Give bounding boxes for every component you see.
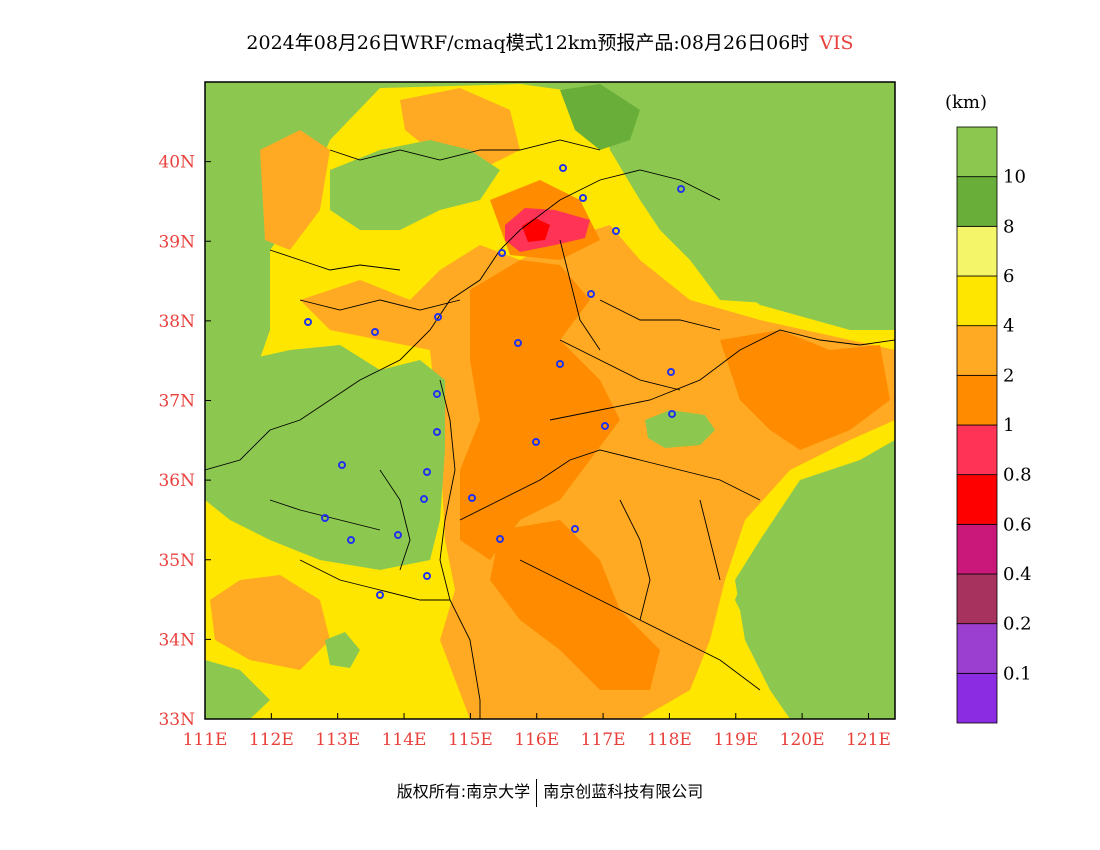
y-tick-label: 38N bbox=[158, 312, 195, 332]
x-tick-label: 118E bbox=[647, 730, 692, 750]
x-tick-label: 116E bbox=[514, 730, 559, 750]
vis-zone-light-orange-north bbox=[260, 130, 330, 250]
x-tick-label: 119E bbox=[713, 730, 758, 750]
legend-swatch bbox=[956, 523, 998, 575]
x-tick-label: 117E bbox=[581, 730, 626, 750]
vis-zone-dark-green-north bbox=[560, 84, 640, 150]
y-tick-label: 35N bbox=[158, 551, 195, 571]
x-tick-label: 114E bbox=[382, 730, 427, 750]
y-tick-label: 37N bbox=[158, 392, 195, 412]
vis-zone-green-yellowsea bbox=[735, 440, 895, 719]
chart-title: 2024年08月26日WRF/cmaq模式12km预报产品:08月26日06时 V… bbox=[0, 28, 1100, 55]
legend-label: 0.4 bbox=[1003, 564, 1032, 585]
legend-unit: (km) bbox=[945, 92, 987, 113]
legend-label: 0.2 bbox=[1003, 614, 1032, 635]
legend-swatch bbox=[956, 275, 998, 327]
legend-swatch bbox=[956, 424, 998, 476]
legend-swatch bbox=[956, 623, 998, 674]
admin-boundaries bbox=[205, 139, 895, 719]
footer: 版权所有:南京大学 南京创蓝科技有限公司 bbox=[0, 778, 1100, 807]
title-variable: VIS bbox=[819, 32, 854, 54]
vis-zone-green-small bbox=[325, 632, 360, 668]
title-main: 2024年08月26日WRF/cmaq模式12km预报产品:08月26日06时 bbox=[246, 32, 810, 54]
x-axis: 111E 112E 113E 114E 115E 116E 117E 118E 119E 120E… bbox=[183, 713, 891, 750]
legend-labels: 0.1 0.2 0.4 0.6 0.8 1 2 4 6 8 10 bbox=[1003, 167, 1032, 685]
vis-zone-light-orange-sw bbox=[210, 575, 330, 670]
copyright-owner: 版权所有:南京大学 bbox=[396, 782, 531, 801]
vis-zone-green-shandong bbox=[645, 410, 715, 448]
legend-swatch bbox=[956, 374, 998, 426]
legend-label: 8 bbox=[1003, 216, 1014, 237]
legend-label: 2 bbox=[1003, 365, 1014, 386]
legend-label: 10 bbox=[1003, 167, 1026, 188]
vis-zone-green-shanxi bbox=[205, 345, 445, 570]
legend-swatch bbox=[956, 474, 998, 525]
legend-swatch bbox=[956, 126, 998, 178]
x-tick-label: 120E bbox=[780, 730, 825, 750]
y-tick-label: 36N bbox=[158, 471, 195, 491]
map-panel bbox=[205, 82, 895, 719]
legend-label: 1 bbox=[1003, 415, 1014, 436]
x-tick-label: 121E bbox=[846, 730, 891, 750]
vis-zone-green-sw bbox=[205, 660, 270, 719]
vis-zone-green-bohai bbox=[600, 84, 895, 305]
legend-label: 4 bbox=[1003, 316, 1014, 337]
copyright-company: 南京创蓝科技有限公司 bbox=[543, 782, 704, 801]
legend-label: 0.1 bbox=[1003, 663, 1032, 684]
legend-label: 0.6 bbox=[1003, 514, 1032, 535]
x-tick-label: 111E bbox=[183, 730, 228, 750]
y-tick-label: 40N bbox=[158, 153, 195, 173]
vis-zone-red bbox=[522, 218, 550, 242]
y-tick-label: 33N bbox=[158, 710, 195, 730]
y-tick-label: 34N bbox=[158, 630, 195, 650]
vis-zone-orange bbox=[460, 260, 620, 560]
y-axis: 33N 34N 35N 36N 37N 38N 39N 40N bbox=[158, 153, 211, 730]
legend-label: 6 bbox=[1003, 266, 1014, 287]
vis-zone-orange-east bbox=[720, 330, 890, 450]
legend-swatch bbox=[956, 325, 998, 376]
legend-colorbar bbox=[956, 126, 998, 724]
vis-zone-green-yanshan bbox=[330, 140, 500, 230]
station-markers bbox=[304, 164, 685, 599]
x-tick-label: 115E bbox=[448, 730, 493, 750]
x-tick-label: 113E bbox=[315, 730, 360, 750]
legend-swatch bbox=[956, 176, 998, 227]
x-tick-label: 112E bbox=[249, 730, 294, 750]
legend-swatch bbox=[956, 225, 998, 277]
footer-separator bbox=[536, 778, 538, 807]
vis-zone-orange-south bbox=[490, 520, 660, 690]
legend-label: 0.8 bbox=[1003, 465, 1032, 486]
y-tick-label: 39N bbox=[158, 232, 195, 252]
vis-zone-green-taihang bbox=[400, 370, 440, 500]
legend-swatch bbox=[956, 672, 998, 724]
legend-swatch bbox=[956, 573, 998, 625]
